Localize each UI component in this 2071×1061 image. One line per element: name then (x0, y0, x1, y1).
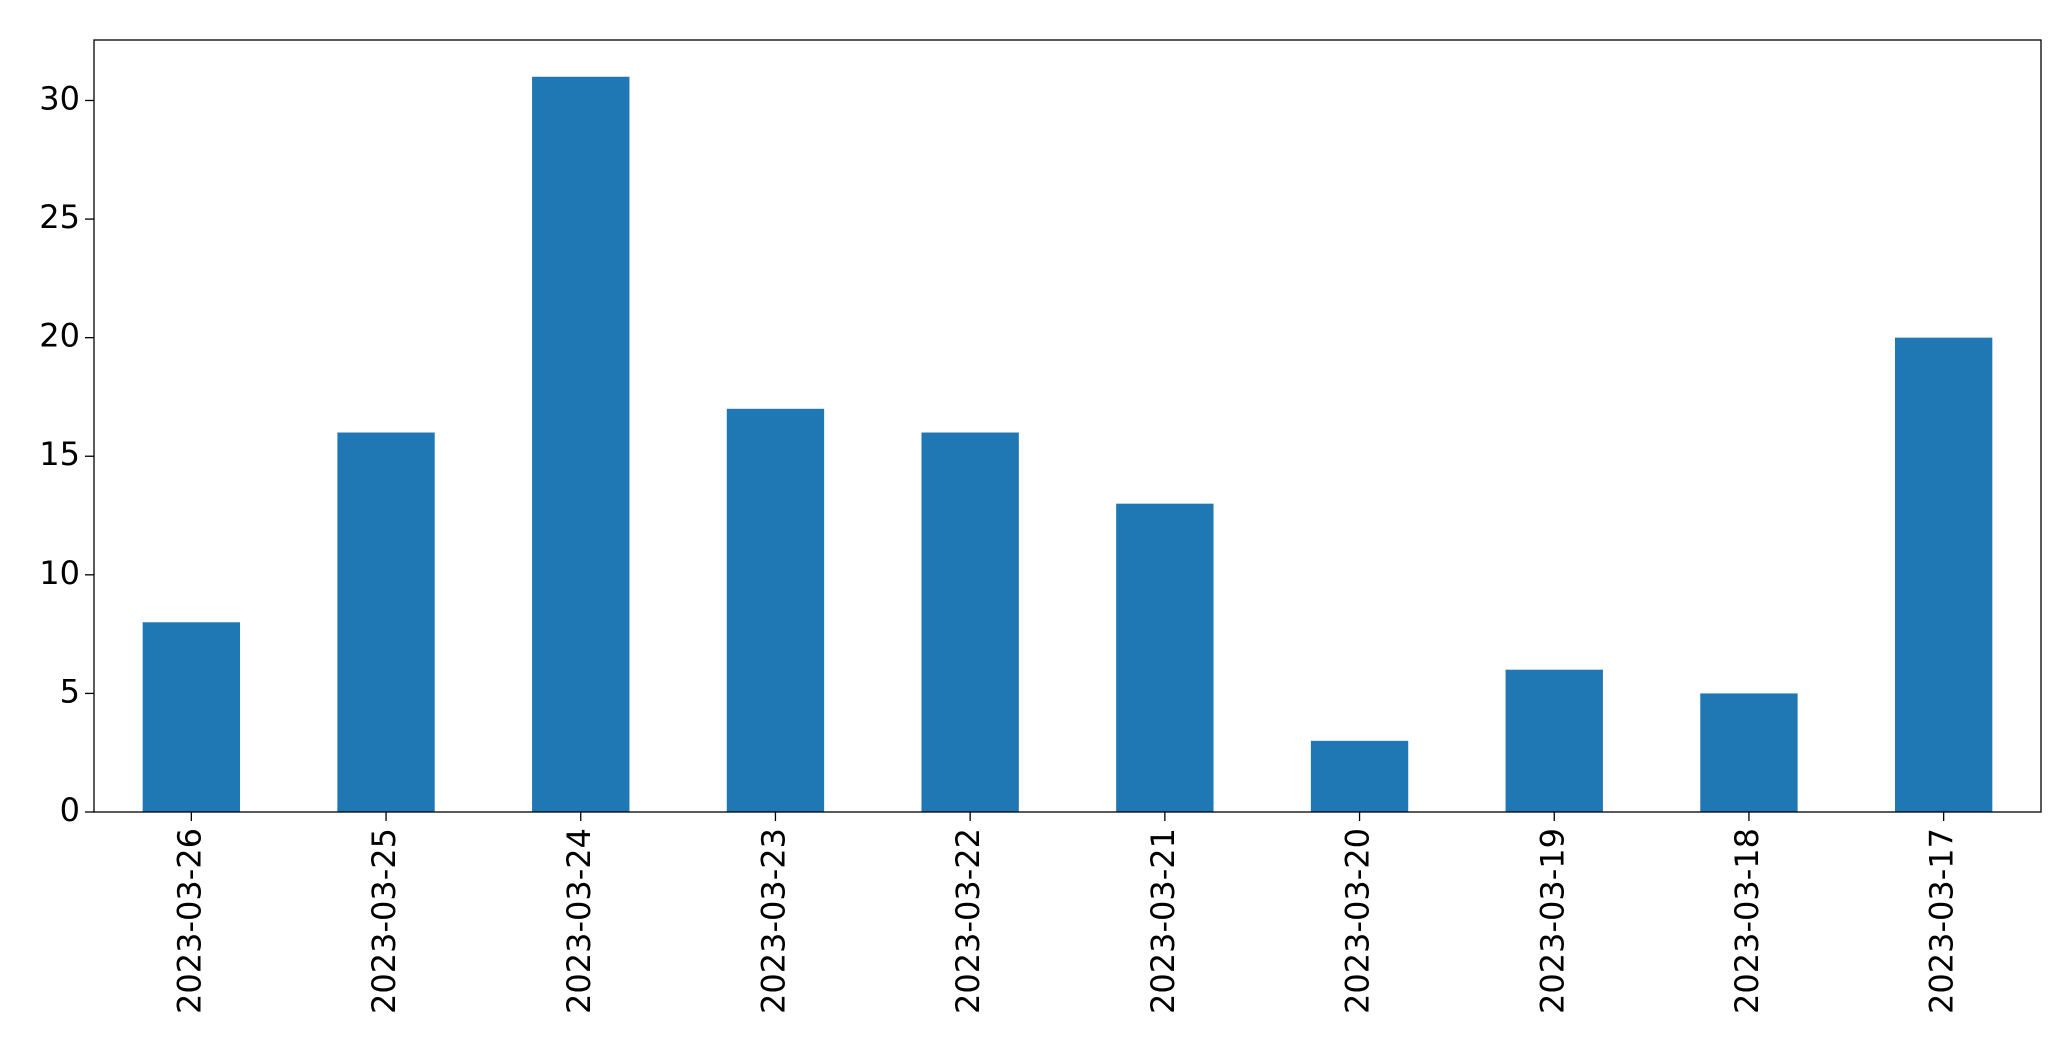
bar (337, 432, 435, 812)
x-tick-label: 2023-03-21 (1144, 828, 1182, 1014)
bar (726, 408, 825, 812)
x-tick-label: 2023-03-22 (949, 828, 987, 1014)
y-tick-label: 30 (39, 79, 80, 117)
plot-frame (93, 39, 2042, 813)
bar (1310, 740, 1409, 812)
y-tick-label: 20 (39, 317, 80, 355)
y-tick-label: 0 (60, 791, 80, 829)
bar (1700, 693, 1798, 812)
bar (1505, 669, 1603, 812)
x-tick-label: 2023-03-17 (1923, 828, 1961, 1014)
y-tick-label: 15 (39, 435, 80, 473)
y-tick-label: 10 (39, 554, 80, 592)
x-tick-label: 2023-03-24 (560, 828, 598, 1014)
x-tick-label: 2023-03-25 (365, 828, 403, 1014)
x-tick-label: 2023-03-23 (754, 828, 792, 1014)
bar (921, 432, 1019, 812)
bar (1116, 503, 1214, 812)
y-tick-label: 25 (39, 198, 80, 236)
bar (532, 76, 630, 812)
bar (142, 622, 241, 812)
y-tick-label: 5 (60, 672, 80, 710)
x-tick-label: 2023-03-19 (1533, 828, 1571, 1014)
x-tick-label: 2023-03-26 (170, 828, 208, 1014)
x-tick-label: 2023-03-20 (1339, 828, 1377, 1014)
x-tick-label: 2023-03-18 (1728, 828, 1766, 1014)
bar (1894, 337, 1993, 812)
